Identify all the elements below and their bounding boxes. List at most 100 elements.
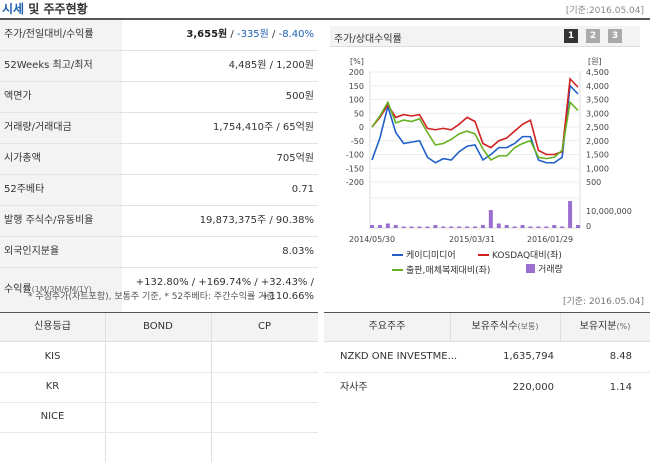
right-tick-label: 3,500	[586, 96, 609, 105]
volume-bar	[552, 225, 557, 228]
left-tick-label: 200	[349, 68, 364, 77]
volume-bar	[473, 226, 477, 228]
holder-shares: 220,000	[512, 382, 554, 393]
summary-row-beta: 52주베타 0.71	[0, 175, 318, 206]
chart-tab-2[interactable]: 2	[586, 29, 600, 43]
legend-item-sector: 출판,매체복제대비(좌)	[392, 263, 490, 276]
volume-bar	[488, 210, 493, 228]
basis-date: [기준:2016.05.04]	[565, 6, 644, 16]
summary-row-52w: 52Weeks 최고/최저 4,485원 / 1,200원	[0, 51, 318, 82]
volume-bar	[433, 225, 438, 228]
volume-bar	[401, 226, 406, 228]
right-tick-label: 500	[586, 178, 601, 187]
volume-bar	[377, 225, 382, 228]
volume-bar	[385, 223, 390, 228]
x-tick-label: 2015/03/31	[449, 235, 495, 244]
holders-header-name: 주요주주	[368, 321, 406, 332]
left-tick-label: 100	[349, 96, 364, 105]
chart-title: 주가/상대수익률	[334, 34, 402, 45]
volume-bar	[417, 226, 422, 228]
divider	[211, 313, 212, 462]
volume-bar	[536, 226, 541, 228]
divider	[105, 313, 106, 462]
volume-bar	[520, 225, 525, 228]
volume-zero-label: 0	[586, 222, 591, 231]
plot-frame	[369, 71, 581, 229]
x-tick-label: 2014/05/30	[349, 235, 395, 244]
page-title: 시세 및 주주현황	[2, 2, 88, 16]
right-tick-label: 4,000	[586, 82, 609, 91]
left-tick-label: -200	[346, 178, 364, 187]
volume-bar	[457, 226, 462, 228]
summary-row-par: 액면가 500원	[0, 82, 318, 113]
summary-row-returns: 수익률(1M/3M/6M/1Y) +132.80% / +169.74% / +…	[0, 268, 318, 313]
left-tick-label: -100	[346, 151, 364, 160]
chart-tab-1[interactable]: 1	[564, 29, 578, 43]
price-value: 3,655원 / -335원 / -8.40%	[186, 29, 314, 40]
volume-bar	[544, 226, 549, 228]
right-unit-label: [원]	[588, 57, 602, 66]
footnote: * 수정주가(차트포함), 보통주 기준, * 52주베타: 주간수익률 기준	[28, 292, 275, 302]
holders-basis-date: [기준: 2016.05.04]	[562, 297, 644, 307]
volume-bar	[425, 226, 430, 228]
credit-header-cp: CP	[257, 321, 271, 332]
summary-table: 주가/전일대비/수익률 3,655원 / -335원 / -8.40% 52We…	[0, 20, 318, 313]
volume-tick-label: 10,000,000	[586, 207, 632, 216]
right-tick-label: 1,000	[586, 164, 609, 173]
legend-item-kd: 케이디미디어	[392, 248, 456, 261]
holders-header-ratio: 보유지분(%)	[579, 321, 631, 332]
divider	[0, 402, 318, 403]
summary-row-marketcap: 시가총액 705억원	[0, 144, 318, 175]
volume-bar	[568, 201, 573, 228]
holders-table-header	[324, 313, 650, 342]
volume-bar	[512, 226, 517, 228]
chart-legend: 케이디미디어 KOSDAQ대비(좌) 출판,매체복제대비(좌) 거래량	[330, 248, 640, 278]
left-tick-label: -50	[351, 137, 364, 146]
divider	[324, 372, 650, 373]
credit-table-header	[0, 313, 318, 342]
holders-header-shares: 보유주식수(보통)	[471, 321, 539, 332]
volume-bar	[370, 225, 374, 228]
volume-bar	[496, 223, 501, 228]
divider	[0, 18, 650, 20]
chart-panel-header: 주가/상대수익률 1 2 3	[330, 26, 640, 47]
volume-bar	[528, 226, 533, 228]
divider	[324, 312, 650, 313]
credit-agency-nice: NICE	[40, 411, 65, 422]
series-line	[371, 83, 579, 164]
credit-agency-kr: KR	[45, 381, 60, 392]
volume-bar	[465, 226, 470, 228]
holder-ratio: 1.14	[609, 382, 632, 393]
volume-bar	[504, 225, 509, 228]
volume-bar	[560, 226, 565, 228]
left-tick-label: 150	[349, 82, 364, 91]
left-unit-label: [%]	[350, 57, 364, 66]
holder-name: 자사주	[340, 382, 368, 393]
left-tick-label: -150	[346, 164, 364, 173]
x-tick-label: 2016/01/29	[527, 235, 573, 244]
right-tick-label: 2,000	[586, 137, 609, 146]
divider	[0, 372, 318, 373]
summary-row-volume: 거래량/거래대금 1,754,410주 / 65억원	[0, 113, 318, 144]
holder-name: NZKD ONE INVESTME...	[340, 351, 458, 362]
right-tick-label: 1,500	[586, 151, 609, 160]
volume-bar	[576, 225, 580, 228]
right-tick-label: 3,000	[586, 109, 609, 118]
credit-agency-kis: KIS	[44, 351, 61, 362]
divider	[0, 432, 318, 433]
summary-row-price: 주가/전일대비/수익률 3,655원 / -335원 / -8.40%	[0, 20, 318, 51]
divider	[560, 313, 561, 341]
chart-tab-3[interactable]: 3	[608, 29, 622, 43]
right-tick-label: 4,500	[586, 68, 609, 77]
divider	[0, 312, 318, 313]
right-tick-label: 2,500	[586, 123, 609, 132]
volume-bar	[409, 226, 414, 228]
left-tick-label: 50	[354, 109, 364, 118]
summary-row-foreign: 외국인지분율 8.03%	[0, 237, 318, 268]
divider	[450, 313, 451, 341]
volume-bar	[393, 225, 398, 228]
credit-header-grade: 신용등급	[34, 321, 71, 332]
chart-canvas: 200150100500-50-100-150-2004,5004,0003,5…	[346, 57, 632, 244]
legend-item-kosdaq: KOSDAQ대비(좌)	[478, 248, 562, 261]
summary-row-shares: 발행 주식수/유동비율 19,873,375주 / 90.38%	[0, 206, 318, 237]
